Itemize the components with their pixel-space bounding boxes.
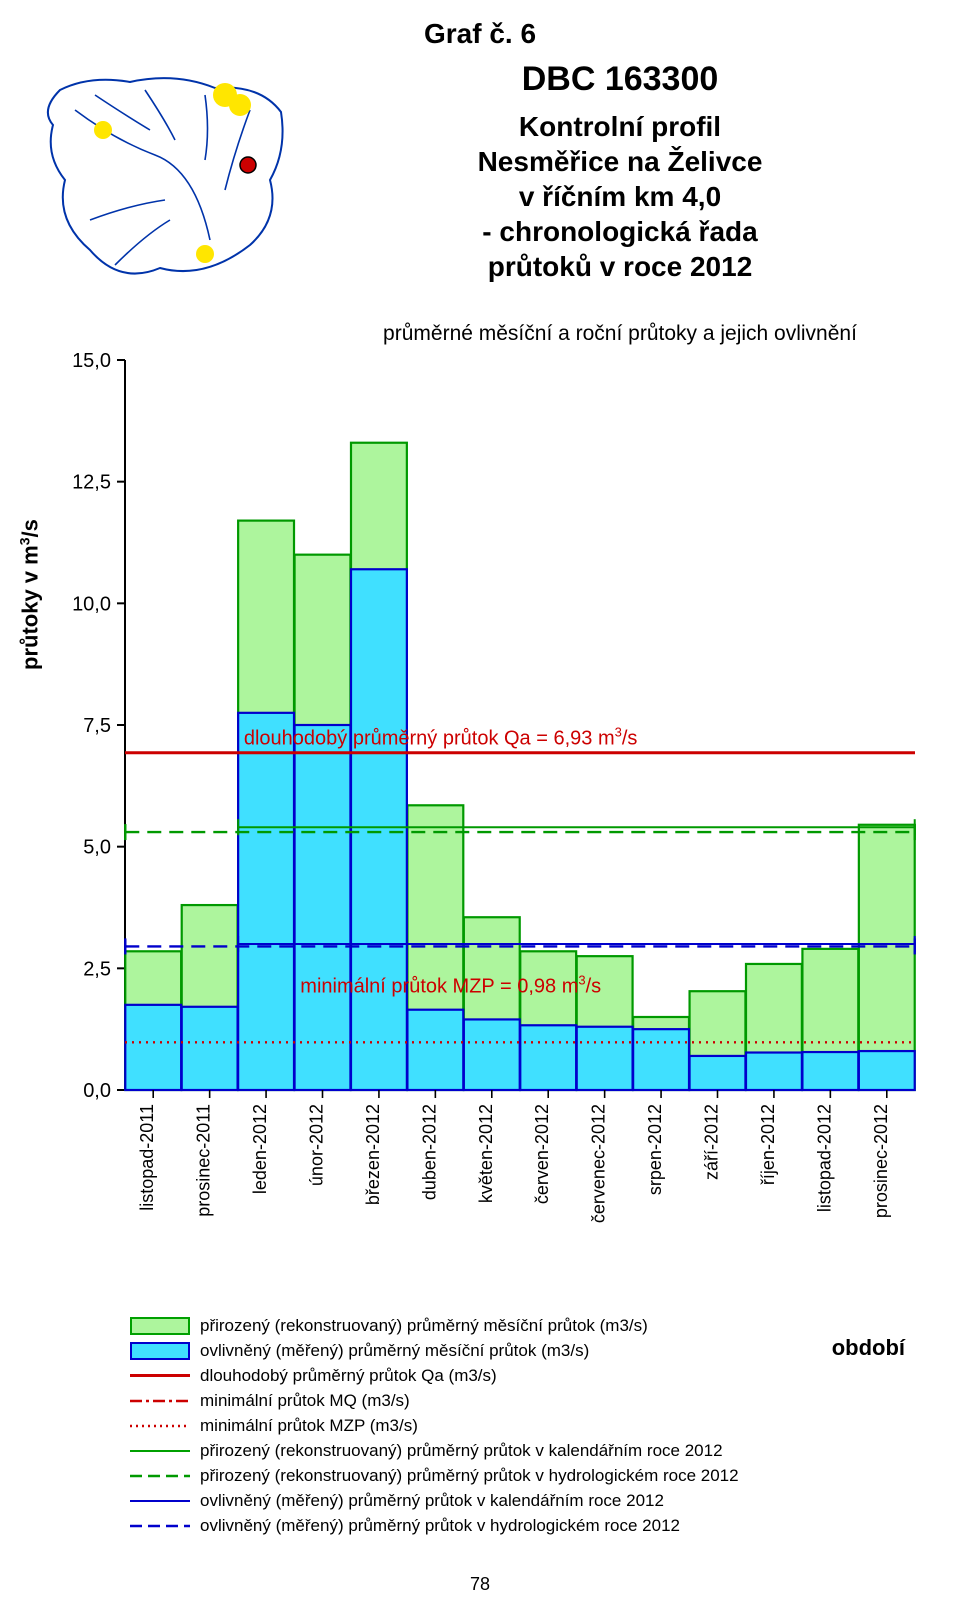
legend-text-ovl-kal: ovlivněný (měřený) průměrný průtok v kal… [200,1490,664,1513]
legend-swatch-green-box [130,1317,190,1335]
svg-text:listopad-2011: listopad-2011 [137,1104,157,1211]
legend-swatch-red-solid [130,1367,190,1385]
svg-text:únor-2012: únor-2012 [307,1104,327,1186]
map-thumbnail [35,70,288,288]
chart-number: Graf č. 6 [0,18,960,50]
period-label: období [832,1335,905,1361]
svg-text:červen-2012: červen-2012 [532,1104,552,1204]
svg-text:prosinec-2012: prosinec-2012 [871,1104,891,1218]
svg-text:listopad-2012: listopad-2012 [814,1104,834,1212]
chart-area: průtoky v m3/s 0,02,55,07,510,012,515,0d… [45,360,925,1245]
title-dbc: DBC 163300 [320,60,920,99]
svg-text:15,0: 15,0 [72,350,111,372]
title-l3: v říčním km 4,0 [320,179,920,214]
title-l4: - chronologická řada [320,214,920,249]
title-l1: Kontrolní profil [320,109,920,144]
legend-swatch-green-solid [130,1442,190,1460]
svg-text:červenec-2012: červenec-2012 [589,1104,609,1223]
main-title-block: DBC 163300 Kontrolní profil Nesměřice na… [320,60,920,284]
svg-text:leden-2012: leden-2012 [250,1104,270,1194]
title-l2: Nesměřice na Želivce [320,144,920,179]
legend-text-ovl-hyd: ovlivněný (měřený) průměrný průtok v hyd… [200,1515,680,1538]
map-station-point [240,157,256,173]
page-number: 78 [0,1574,960,1595]
legend-text-mzp: minimální průtok MZP (m3/s) [200,1415,418,1438]
chart-svg: 0,02,55,07,510,012,515,0dlouhodobý průmě… [45,360,925,1245]
legend-swatch-red-dashdot [130,1392,190,1410]
svg-text:10,0: 10,0 [72,593,111,615]
svg-text:7,5: 7,5 [83,715,111,737]
legend-swatch-blue-box [130,1342,190,1360]
svg-text:říjen-2012: říjen-2012 [758,1104,778,1185]
legend-swatch-red-dotted [130,1417,190,1435]
svg-text:dlouhodobý průměrný průtok Qa: dlouhodobý průměrný průtok Qa = 6,93 m3/… [244,725,638,750]
legend-text-prir-hyd: přirozený (rekonstruovaný) průměrný průt… [200,1465,739,1488]
legend-text-prir-kal: přirozený (rekonstruovaný) průměrný průt… [200,1440,723,1463]
svg-text:březen-2012: březen-2012 [363,1104,383,1205]
svg-text:srpen-2012: srpen-2012 [645,1104,665,1195]
title-l5: průtoků v roce 2012 [320,249,920,284]
svg-text:5,0: 5,0 [83,837,111,859]
svg-text:2,5: 2,5 [83,958,111,980]
svg-text:duben-2012: duben-2012 [419,1104,439,1200]
y-axis-label: průtoky v m3/s [16,519,43,670]
chart-subtitle: průměrné měsíční a roční průtoky a jejic… [320,322,920,346]
legend-swatch-blue-solid [130,1492,190,1510]
legend-swatch-green-dash [130,1467,190,1485]
legend-text-prirozeny-mes: přirozený (rekonstruovaný) průměrný měsí… [200,1315,648,1338]
legend-text-mq: minimální průtok MQ (m3/s) [200,1390,410,1413]
svg-text:minimální průtok MZP = 0,98 m3: minimální průtok MZP = 0,98 m3/s [300,972,601,997]
legend-text-ovlivneny-mes: ovlivněný (měřený) průměrný měsíční průt… [200,1340,589,1363]
legend-text-qa: dlouhodobý průměrný průtok Qa (m3/s) [200,1365,497,1388]
legend: přirozený (rekonstruovaný) průměrný měsí… [130,1315,930,1539]
svg-text:12,5: 12,5 [72,472,111,494]
svg-text:květen-2012: květen-2012 [476,1104,496,1203]
svg-text:prosinec-2011: prosinec-2011 [194,1104,214,1217]
svg-text:0,0: 0,0 [83,1080,111,1102]
legend-swatch-blue-dash [130,1517,190,1535]
svg-text:září-2012: září-2012 [702,1104,722,1180]
